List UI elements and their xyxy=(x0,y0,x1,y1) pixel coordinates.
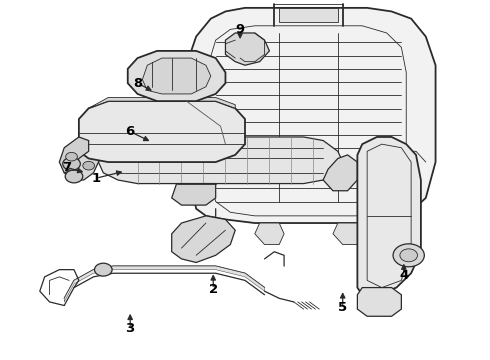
Circle shape xyxy=(393,244,424,267)
Polygon shape xyxy=(225,33,270,65)
Polygon shape xyxy=(255,223,284,244)
Polygon shape xyxy=(333,223,362,244)
Polygon shape xyxy=(59,137,89,173)
Polygon shape xyxy=(279,8,338,22)
Text: 5: 5 xyxy=(338,301,347,314)
Circle shape xyxy=(83,161,95,170)
Polygon shape xyxy=(64,151,103,180)
Polygon shape xyxy=(128,51,225,101)
Polygon shape xyxy=(98,137,343,184)
Polygon shape xyxy=(143,58,211,94)
Circle shape xyxy=(95,263,112,276)
Polygon shape xyxy=(89,98,235,108)
Polygon shape xyxy=(172,216,235,262)
Text: 1: 1 xyxy=(92,172,100,185)
Polygon shape xyxy=(357,288,401,316)
Circle shape xyxy=(66,152,77,161)
Polygon shape xyxy=(181,8,436,223)
Text: 4: 4 xyxy=(399,269,409,282)
Text: 8: 8 xyxy=(133,77,142,90)
Polygon shape xyxy=(79,101,245,162)
Polygon shape xyxy=(64,266,265,302)
Text: 7: 7 xyxy=(62,161,71,174)
Text: 6: 6 xyxy=(125,125,135,138)
Text: 3: 3 xyxy=(125,322,135,335)
Circle shape xyxy=(63,157,80,170)
Polygon shape xyxy=(357,137,421,295)
Circle shape xyxy=(65,170,83,183)
Polygon shape xyxy=(323,155,357,191)
Circle shape xyxy=(400,249,417,262)
Text: 9: 9 xyxy=(236,23,245,36)
Text: 2: 2 xyxy=(209,283,218,296)
Polygon shape xyxy=(172,184,216,205)
